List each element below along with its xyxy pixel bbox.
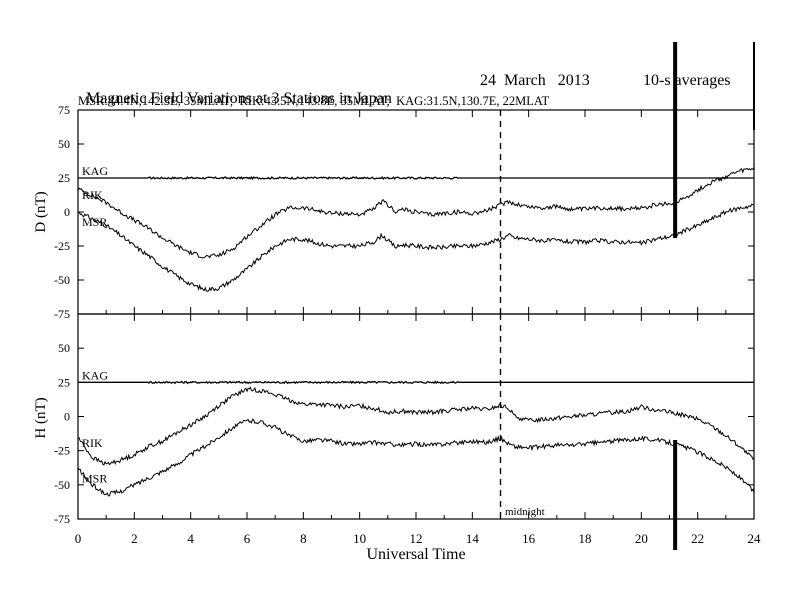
x-tick-label: 2 <box>131 531 138 546</box>
averaging-label: 10-s averages <box>643 72 731 89</box>
series-label-rik: RIK <box>82 436 103 450</box>
y-tick-label: -50 <box>54 478 70 492</box>
x-tick-label: 0 <box>75 531 82 546</box>
y-tick-label: -75 <box>54 512 70 526</box>
x-tick-label: 24 <box>748 531 762 546</box>
x-tick-label: 4 <box>187 531 194 546</box>
series-label-kag: KAG <box>82 368 108 382</box>
x-tick-label: 22 <box>691 531 704 546</box>
x-axis-tick-labels: 0 2 4 6 8 10 12 14 16 18 20 22 24 <box>75 531 761 546</box>
x-tick-label: 18 <box>579 531 592 546</box>
chart-date: 24 March 2013 <box>480 72 590 89</box>
x-axis-label: Universal Time <box>366 546 465 563</box>
h-component-panel: -75 -50 -25 0 25 50 KAG RIK MSR <box>54 313 755 526</box>
series-rik-line <box>77 166 755 259</box>
x-tick-label: 12 <box>410 531 423 546</box>
y-tick-label: -50 <box>54 273 70 287</box>
x-tick-label: 8 <box>300 531 307 546</box>
y-tick-label: 50 <box>58 341 70 355</box>
midnight-annotation: midnight <box>505 506 545 518</box>
y-tick-label: -25 <box>54 444 70 458</box>
series-msr-line <box>77 418 755 497</box>
data-artifact-spikes <box>673 42 755 550</box>
chart-title: Magnetic Field Variations at 3 Stations … <box>86 90 392 107</box>
y-tick-label: 0 <box>64 205 70 219</box>
d-axis-label: D (nT) <box>33 191 49 232</box>
y-tick-label: 0 <box>64 410 70 424</box>
station-info: MSR:44.4N,142.3E, 35MLAT; RIK:43.5N,143.… <box>78 94 550 108</box>
series-rik-line <box>77 386 755 466</box>
y-tick-label: -75 <box>54 307 70 321</box>
series-label-msr: MSR <box>82 471 107 485</box>
spike-bar <box>673 440 678 550</box>
x-tick-label: 14 <box>466 531 480 546</box>
y-tick-label: -25 <box>54 239 70 253</box>
x-tick-label: 6 <box>244 531 251 546</box>
y-tick-label: 50 <box>58 137 70 151</box>
y-tick-label: 75 <box>58 103 70 117</box>
series-label-kag: KAG <box>82 164 108 178</box>
series-msr-line <box>77 203 755 292</box>
x-tick-label: 16 <box>522 531 536 546</box>
y-tick-label: 25 <box>58 171 70 185</box>
y-tick-label: 25 <box>58 375 70 389</box>
series-kag-line <box>78 175 754 181</box>
series-label-rik: RIK <box>82 188 103 202</box>
series-label-msr: MSR <box>82 215 107 229</box>
x-tick-label: 20 <box>635 531 648 546</box>
series-kag-line <box>78 380 754 385</box>
plot-frame <box>77 313 755 520</box>
chart-title-row: Magnetic Field Variations at 3 Stations … <box>78 72 731 144</box>
spike-bar <box>753 42 755 130</box>
spike-bar <box>673 42 678 238</box>
x-tick-label: 10 <box>353 531 366 546</box>
h-axis-label: H (nT) <box>33 397 49 438</box>
